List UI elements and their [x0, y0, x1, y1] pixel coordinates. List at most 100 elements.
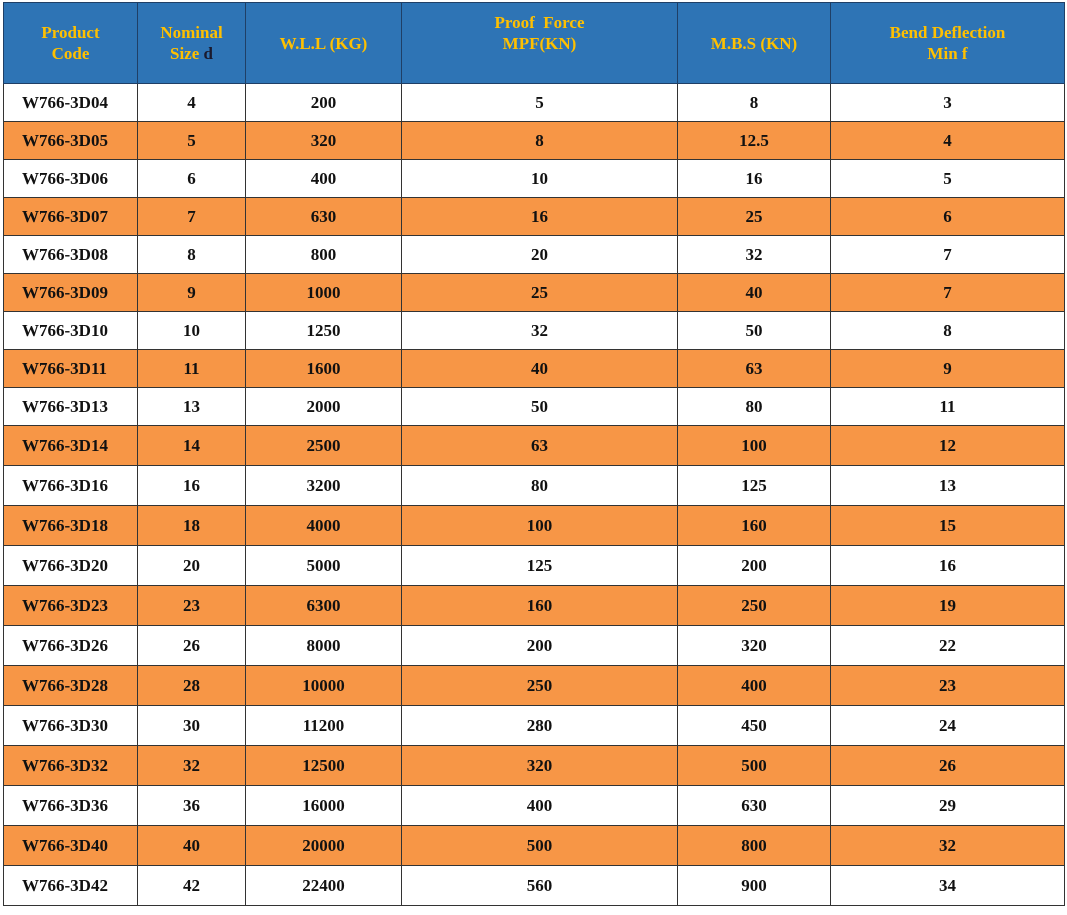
cell-product-code: W766-3D18 [3, 505, 138, 546]
cell-product-code: W766-3D14 [3, 425, 138, 466]
cell-product-code: W766-3D23 [3, 585, 138, 626]
cell-wll: 800 [245, 235, 402, 274]
header-line1: M.B.S (KN) [710, 33, 798, 53]
table-row: W766-3D13 13 2000 50 80 11 [3, 387, 1065, 426]
cell-product-code: W766-3D05 [3, 121, 138, 160]
cell-proof-force: 125 [401, 545, 678, 586]
cell-mbs: 25 [677, 197, 831, 236]
cell-product-code: W766-3D09 [3, 273, 138, 312]
cell-wll: 10000 [245, 665, 402, 706]
table-row: W766-3D06 6 400 10 16 5 [3, 159, 1065, 198]
cell-wll: 630 [245, 197, 402, 236]
table-row: W766-3D30 30 11200 280 450 24 [3, 705, 1065, 746]
cell-mbs: 500 [677, 745, 831, 786]
table-row: W766-3D04 4 200 5 8 3 [3, 83, 1065, 122]
cell-product-code: W766-3D11 [3, 349, 138, 388]
cell-bend-deflection: 34 [830, 865, 1065, 906]
cell-mbs: 250 [677, 585, 831, 626]
table-row: W766-3D28 28 10000 250 400 23 [3, 665, 1065, 706]
cell-bend-deflection: 9 [830, 349, 1065, 388]
cell-nominal-size: 32 [137, 745, 246, 786]
table-row: W766-3D07 7 630 16 25 6 [3, 197, 1065, 236]
cell-nominal-size: 14 [137, 425, 246, 466]
cell-nominal-size: 30 [137, 705, 246, 746]
cell-proof-force: 8 [401, 121, 678, 160]
cell-nominal-size: 36 [137, 785, 246, 826]
cell-mbs: 900 [677, 865, 831, 906]
table-row: W766-3D36 36 16000 400 630 29 [3, 785, 1065, 826]
cell-mbs: 80 [677, 387, 831, 426]
cell-bend-deflection: 11 [830, 387, 1065, 426]
cell-wll: 8000 [245, 625, 402, 666]
cell-mbs: 125 [677, 465, 831, 506]
cell-bend-deflection: 26 [830, 745, 1065, 786]
header-wll: W.L.L (KG) [245, 2, 402, 84]
table-row: W766-3D42 42 22400 560 900 34 [3, 865, 1065, 906]
table-row: W766-3D08 8 800 20 32 7 [3, 235, 1065, 274]
cell-nominal-size: 10 [137, 311, 246, 350]
header-nominal-size: Nominal Size d [137, 2, 246, 84]
header-line2-suffix: d [203, 44, 213, 63]
cell-wll: 4000 [245, 505, 402, 546]
cell-bend-deflection: 16 [830, 545, 1065, 586]
cell-proof-force: 10 [401, 159, 678, 198]
cell-mbs: 200 [677, 545, 831, 586]
cell-wll: 20000 [245, 825, 402, 866]
cell-mbs: 63 [677, 349, 831, 388]
cell-bend-deflection: 5 [830, 159, 1065, 198]
cell-proof-force: 80 [401, 465, 678, 506]
cell-mbs: 800 [677, 825, 831, 866]
cell-proof-force: 40 [401, 349, 678, 388]
cell-wll: 1000 [245, 273, 402, 312]
table-row: W766-3D26 26 8000 200 320 22 [3, 625, 1065, 666]
cell-nominal-size: 23 [137, 585, 246, 626]
spec-table-container: Product Code Nominal Size d W.L.L (KG) P… [3, 2, 1065, 906]
header-bend-deflection: Bend Deflection Min f [830, 2, 1065, 84]
header-line1: Proof Force [494, 12, 585, 32]
cell-nominal-size: 7 [137, 197, 246, 236]
cell-bend-deflection: 7 [830, 235, 1065, 274]
cell-nominal-size: 4 [137, 83, 246, 122]
cell-product-code: W766-3D42 [3, 865, 138, 906]
cell-nominal-size: 13 [137, 387, 246, 426]
cell-wll: 2500 [245, 425, 402, 466]
cell-nominal-size: 9 [137, 273, 246, 312]
cell-product-code: W766-3D30 [3, 705, 138, 746]
header-line2: Size [170, 44, 200, 63]
header-mbs: M.B.S (KN) [677, 2, 831, 84]
cell-bend-deflection: 15 [830, 505, 1065, 546]
cell-mbs: 450 [677, 705, 831, 746]
cell-product-code: W766-3D16 [3, 465, 138, 506]
cell-nominal-size: 11 [137, 349, 246, 388]
table-row: W766-3D32 32 12500 320 500 26 [3, 745, 1065, 786]
cell-proof-force: 160 [401, 585, 678, 626]
spec-table: Product Code Nominal Size d W.L.L (KG) P… [3, 2, 1065, 906]
cell-proof-force: 400 [401, 785, 678, 826]
table-row: W766-3D20 20 5000 125 200 16 [3, 545, 1065, 586]
table-row: W766-3D14 14 2500 63 100 12 [3, 425, 1065, 466]
cell-product-code: W766-3D04 [3, 83, 138, 122]
cell-wll: 16000 [245, 785, 402, 826]
cell-proof-force: 280 [401, 705, 678, 746]
header-line2: Min f [927, 44, 968, 63]
cell-proof-force: 25 [401, 273, 678, 312]
cell-nominal-size: 20 [137, 545, 246, 586]
table-row: W766-3D16 16 3200 80 125 13 [3, 465, 1065, 506]
cell-mbs: 630 [677, 785, 831, 826]
cell-wll: 3200 [245, 465, 402, 506]
header-line1: W.L.L (KG) [279, 33, 368, 53]
cell-wll: 6300 [245, 585, 402, 626]
cell-proof-force: 100 [401, 505, 678, 546]
cell-bend-deflection: 29 [830, 785, 1065, 826]
table-body: W766-3D04 4 200 5 8 3 W766-3D05 5 320 8 12.5 4 W766-… [3, 83, 1065, 906]
cell-proof-force: 200 [401, 625, 678, 666]
cell-proof-force: 5 [401, 83, 678, 122]
cell-product-code: W766-3D08 [3, 235, 138, 274]
cell-nominal-size: 18 [137, 505, 246, 546]
cell-mbs: 160 [677, 505, 831, 546]
cell-product-code: W766-3D32 [3, 745, 138, 786]
cell-proof-force: 250 [401, 665, 678, 706]
cell-wll: 22400 [245, 865, 402, 906]
cell-proof-force: 63 [401, 425, 678, 466]
cell-product-code: W766-3D06 [3, 159, 138, 198]
